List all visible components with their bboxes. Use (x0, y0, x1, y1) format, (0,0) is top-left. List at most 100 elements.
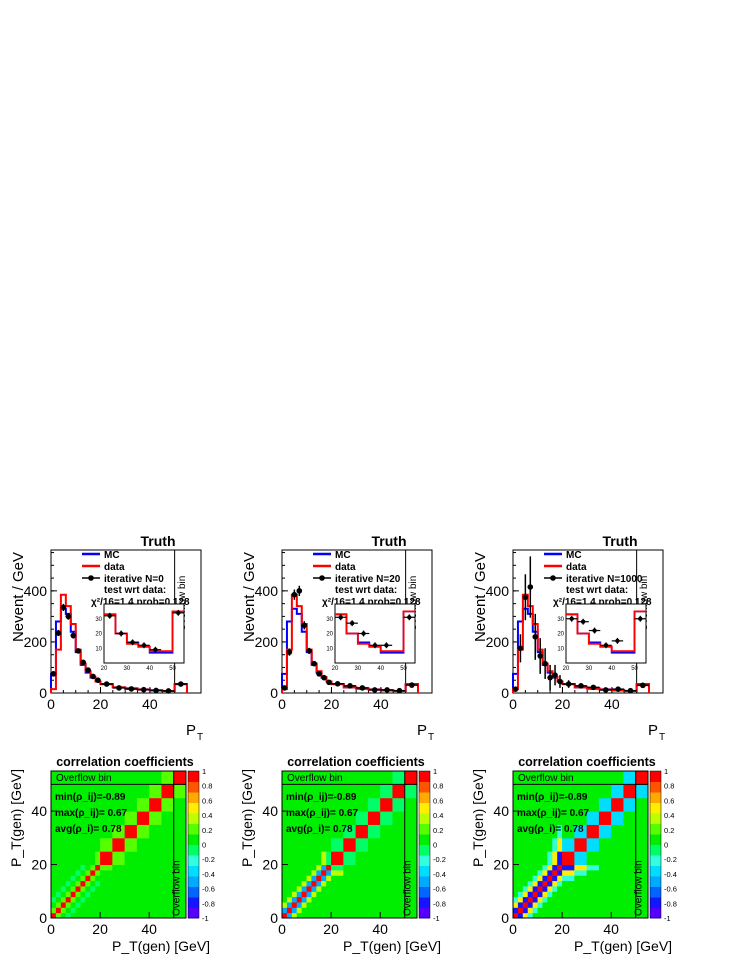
matrix-cell (532, 837, 539, 852)
matrix-cell (282, 901, 288, 908)
matrix-cell (574, 851, 588, 866)
matrix-cell (51, 771, 57, 785)
matrix-cell (527, 824, 534, 839)
matrix-cell (75, 880, 81, 887)
stats-line: max(ρ_ij)= 0.67 (517, 808, 589, 819)
y-axis-label: Nevent / GeV (472, 552, 489, 642)
y-axis-label: P_T(gen) [GeV] (470, 769, 486, 867)
matrix-cell (547, 864, 553, 871)
matrix-cell (65, 797, 72, 812)
matrix-cell (513, 880, 519, 887)
matrix-cell (517, 875, 524, 882)
y-axis-label: P_T(gen) [GeV] (239, 769, 255, 867)
matrix-cell (311, 771, 317, 785)
x-axis-label: P (417, 722, 427, 739)
matrix-cell (611, 784, 624, 799)
matrix-cell (95, 896, 101, 903)
inset-data-histogram (335, 610, 415, 653)
matrix-cell (301, 875, 308, 882)
matrix-cell (574, 912, 588, 919)
inset-point (603, 643, 609, 648)
matrix-cell (55, 912, 62, 919)
matrix-cell (542, 907, 548, 914)
matrix-cell (124, 837, 138, 852)
matrix-cell (95, 771, 101, 785)
matrix-cell (112, 851, 126, 866)
matrix-cell (316, 875, 322, 882)
matrix-cell (286, 880, 293, 887)
matrix-cell (65, 784, 72, 799)
matrix-cell (124, 901, 138, 908)
matrix-cell (70, 901, 77, 908)
matrix-cell (296, 901, 303, 908)
matrix-cell (301, 880, 308, 887)
matrix-cell (95, 891, 101, 898)
matrix-cell (623, 896, 637, 903)
matrix-cell (380, 797, 393, 812)
y-tick-label: 0 (270, 910, 278, 926)
color-bar-segment (188, 907, 199, 919)
color-bar-segment (419, 897, 430, 908)
matrix-cell (527, 907, 534, 914)
color-bar-segment (188, 771, 199, 782)
matrix-cell (611, 891, 624, 898)
matrix-cell (60, 824, 67, 839)
y-tick-label: 200 (486, 634, 510, 650)
x-tick-label: 20 (324, 696, 340, 712)
matrix-cell (311, 851, 317, 866)
matrix-cell (296, 784, 303, 799)
matrix-cell (95, 837, 101, 852)
iterative-point (80, 659, 86, 666)
matrix-cell (85, 912, 91, 919)
color-bar-segment (650, 823, 661, 835)
matrix-cell (90, 824, 96, 839)
iterative-point (552, 672, 558, 678)
matrix-cell (321, 896, 327, 903)
matrix-cell (513, 811, 519, 825)
color-bar-tick: 0.4 (202, 811, 212, 820)
matrix-cell (380, 811, 393, 825)
matrix-cell (301, 824, 308, 839)
inset-point (118, 631, 124, 636)
color-bar-tick: -0.6 (664, 885, 677, 894)
matrix-cell (343, 875, 357, 882)
matrix-cell (404, 771, 418, 785)
matrix-cell (60, 797, 67, 812)
matrix-cell (542, 851, 548, 866)
matrix-cell (355, 771, 369, 785)
correlation-title: correlation coefficients (56, 755, 194, 769)
matrix-cell (161, 869, 175, 876)
matrix-cell (537, 797, 543, 812)
matrix-cell (326, 912, 332, 919)
matrix-cell (100, 907, 113, 914)
iterative-point (128, 686, 135, 692)
color-bar-segment (188, 855, 199, 866)
matrix-cell (321, 880, 327, 887)
matrix-cell (173, 875, 187, 882)
inset-y-tick: 10 (95, 646, 102, 652)
x-axis-label: P (648, 722, 658, 739)
matrix-cell (537, 784, 543, 799)
matrix-cell (331, 875, 344, 882)
color-bar-tick: -1 (664, 914, 671, 923)
matrix-cell (55, 811, 62, 825)
truth-title: Truth (372, 533, 407, 549)
x-tick-label: 40 (603, 921, 619, 937)
matrix-cell (65, 851, 72, 866)
color-bar-frame (418, 770, 431, 919)
matrix-cell (598, 891, 612, 898)
matrix-cell (513, 837, 519, 852)
iterative-point (522, 594, 529, 601)
matrix-cell (316, 901, 322, 908)
matrix-cell (367, 901, 381, 908)
matrix-cell (367, 896, 381, 903)
matrix-cell (522, 851, 529, 866)
matrix-cell (301, 891, 308, 898)
matrix-cell (557, 891, 563, 898)
matrix-cell (291, 912, 298, 919)
matrix-cell (532, 880, 539, 887)
matrix-cell (70, 891, 77, 898)
matrix-cell (611, 875, 624, 882)
matrix-cell (112, 837, 126, 852)
matrix-cell (517, 797, 524, 812)
